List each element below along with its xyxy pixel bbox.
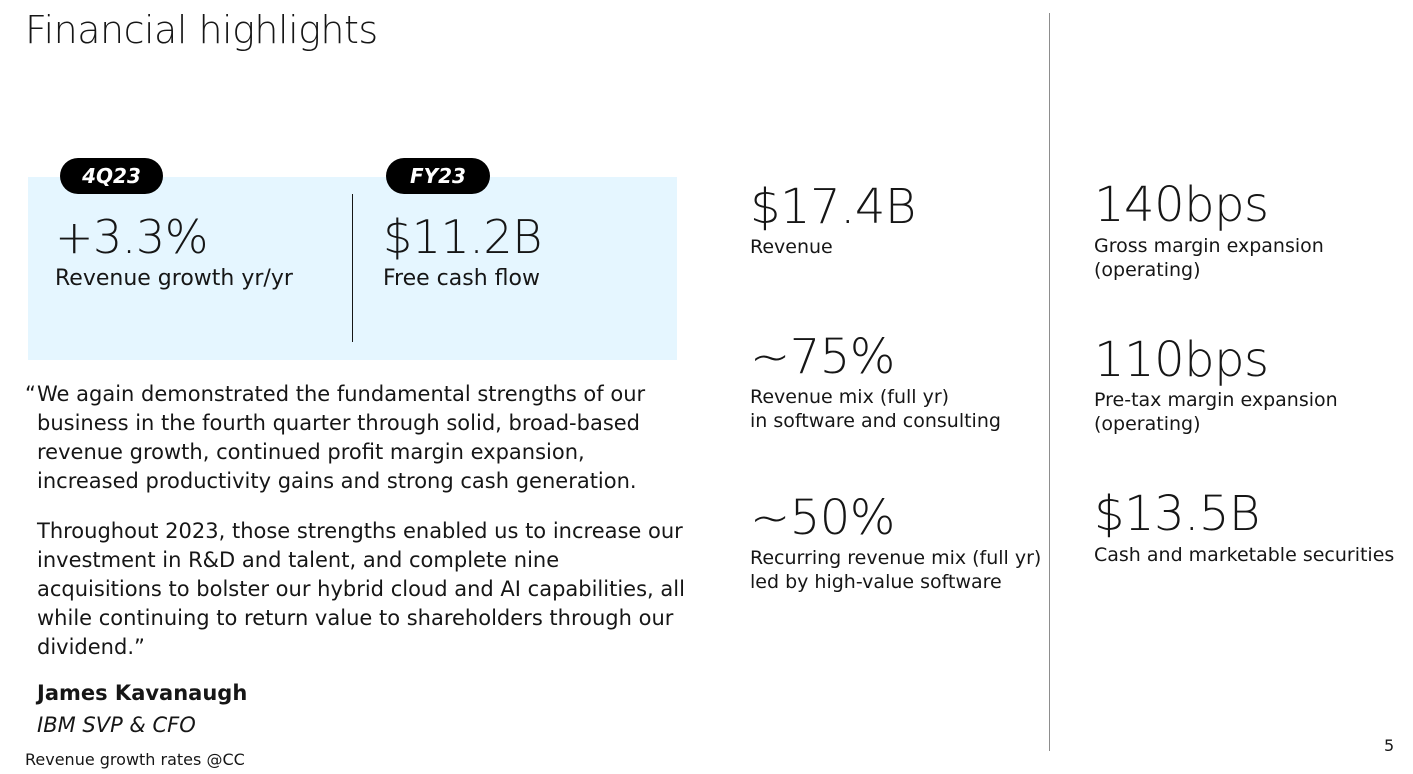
page-number: 5 (1384, 736, 1395, 755)
revenue-label: Revenue (750, 235, 833, 259)
gross-margin-label: Gross margin expansion (operating) (1094, 234, 1324, 282)
revenue-mix-label-line-1: Revenue mix (full yr) (750, 386, 950, 408)
free-cash-flow-value: $11.2B (383, 210, 542, 264)
recurring-revenue-value: ~50% (750, 490, 895, 546)
revenue-value: $17.4B (750, 179, 916, 235)
footnote: Revenue growth rates @CC (25, 750, 245, 769)
revenue-mix-label: Revenue mix (full yr) in software and co… (750, 385, 1001, 433)
gross-margin-label-line-2: (operating) (1094, 259, 1201, 281)
quote-paragraph-1-text: We again demonstrated the fundamental st… (37, 382, 646, 493)
cash-securities-label: Cash and marketable securities (1094, 543, 1394, 567)
revenue-growth-value: +3.3% (55, 210, 208, 264)
recurring-revenue-label-line-1: Recurring revenue mix (full yr) (750, 547, 1042, 569)
box-divider (352, 194, 353, 342)
pretax-margin-label-line-1: Pre-tax margin expansion (1094, 389, 1338, 411)
quarter-pill: 4Q23 (60, 158, 163, 194)
revenue-growth-label: Revenue growth yr/yr (55, 266, 293, 291)
cash-securities-value: $13.5B (1094, 486, 1260, 542)
quote-open-mark: “ (25, 382, 36, 406)
column-divider (1049, 13, 1050, 751)
speaker-title: IBM SVP & CFO (37, 713, 196, 737)
pretax-margin-value: 110bps (1094, 332, 1269, 388)
pretax-margin-label-line-2: (operating) (1094, 413, 1201, 435)
revenue-label-line: Revenue (750, 236, 833, 258)
recurring-revenue-label: Recurring revenue mix (full yr) led by h… (750, 546, 1041, 594)
gross-margin-label-line-1: Gross margin expansion (1094, 235, 1324, 257)
quote-paragraph-2: Throughout 2023, those strengths enabled… (37, 519, 685, 659)
cfo-quote: “We again demonstrated the fundamental s… (25, 380, 685, 662)
page-title: Financial highlights (25, 8, 378, 52)
gross-margin-value: 140bps (1094, 177, 1269, 233)
pretax-margin-label: Pre-tax margin expansion (operating) (1094, 388, 1338, 436)
highlight-box (28, 177, 677, 360)
quote-paragraph-1: “We again demonstrated the fundamental s… (25, 380, 685, 496)
recurring-revenue-label-line-2: led by high-value software (750, 571, 1002, 593)
speaker-name: James Kavanaugh (37, 681, 248, 705)
revenue-mix-label-line-2: in software and consulting (750, 410, 1001, 432)
free-cash-flow-label: Free cash flow (383, 266, 540, 291)
revenue-mix-value: ~75% (750, 329, 895, 385)
year-pill: FY23 (386, 158, 490, 194)
cash-securities-label-line: Cash and marketable securities (1094, 544, 1395, 566)
